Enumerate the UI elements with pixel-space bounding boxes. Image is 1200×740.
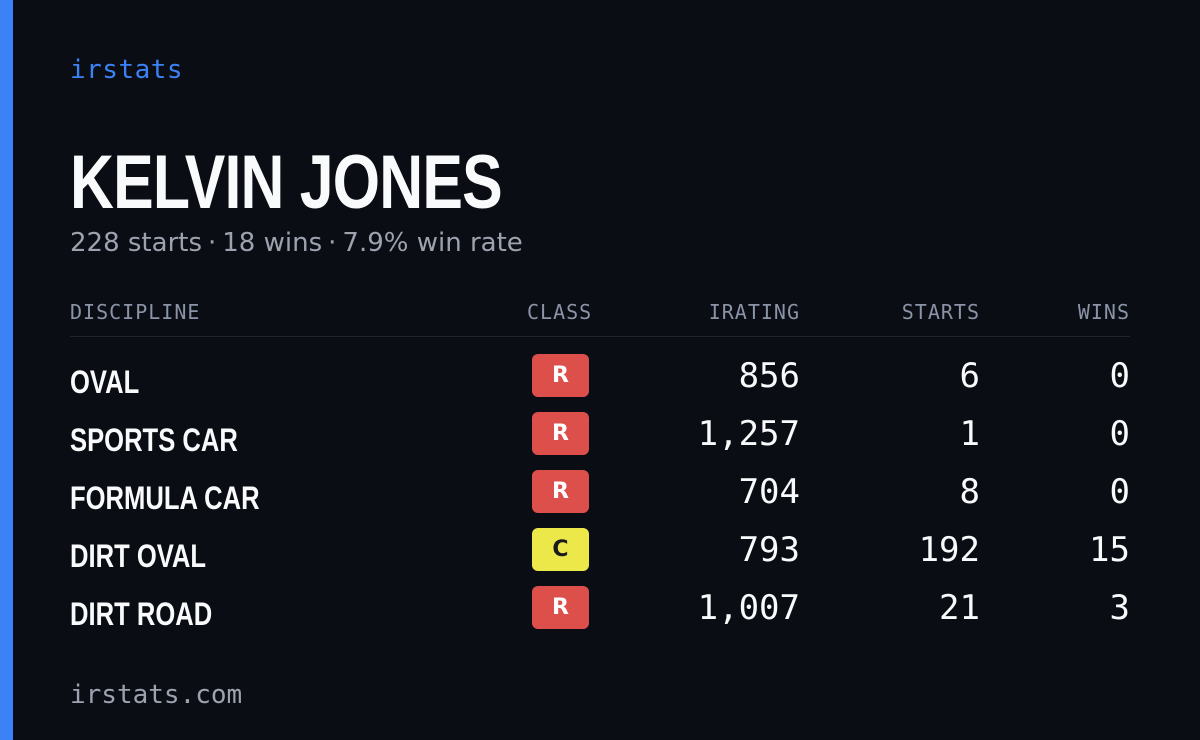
driver-name: KELVIN JONES bbox=[70, 140, 503, 225]
license-class-badge: R bbox=[532, 412, 589, 455]
table-row: OVAL R 856 6 0 bbox=[70, 350, 1130, 408]
wins-value: 0 bbox=[1109, 472, 1130, 512]
irating-value: 793 bbox=[738, 530, 800, 570]
license-class-badge: C bbox=[532, 528, 589, 571]
summary-wins: 18 wins bbox=[222, 228, 323, 258]
footer-url: irstats.com bbox=[70, 680, 243, 710]
discipline-table: OVAL R 856 6 0 SPORTS CAR R 1,257 1 0 FO… bbox=[70, 350, 1130, 640]
starts-value: 8 bbox=[959, 472, 980, 512]
summary-starts: 228 starts bbox=[70, 228, 202, 258]
header-starts: STARTS bbox=[901, 300, 980, 324]
starts-value: 21 bbox=[939, 588, 980, 628]
table-header: DISCIPLINE CLASS IRATING STARTS WINS bbox=[70, 300, 1130, 337]
header-discipline: DISCIPLINE bbox=[70, 300, 201, 324]
starts-value: 1 bbox=[959, 414, 980, 454]
header-class: CLASS bbox=[527, 300, 593, 324]
wins-value: 0 bbox=[1109, 356, 1130, 396]
accent-bar bbox=[0, 0, 13, 740]
starts-value: 192 bbox=[918, 530, 980, 570]
summary-win-rate: 7.9% win rate bbox=[342, 228, 523, 258]
starts-value: 6 bbox=[959, 356, 980, 396]
irating-value: 1,007 bbox=[697, 588, 800, 628]
table-row: DIRT OVAL C 793 192 15 bbox=[70, 524, 1130, 582]
license-class-badge: R bbox=[532, 470, 589, 513]
license-class-badge: R bbox=[532, 586, 589, 629]
discipline-name: DIRT ROAD bbox=[70, 596, 213, 632]
license-class-badge: R bbox=[532, 354, 589, 397]
discipline-name: FORMULA CAR bbox=[70, 480, 260, 516]
table-row: SPORTS CAR R 1,257 1 0 bbox=[70, 408, 1130, 466]
discipline-name: SPORTS CAR bbox=[70, 422, 238, 458]
header-wins: WINS bbox=[1077, 300, 1130, 324]
discipline-name: OVAL bbox=[70, 364, 140, 400]
wins-value: 0 bbox=[1109, 414, 1130, 454]
summary-separator: · bbox=[328, 228, 337, 258]
irating-value: 1,257 bbox=[697, 414, 800, 454]
summary-separator: · bbox=[208, 228, 217, 258]
table-row: FORMULA CAR R 704 8 0 bbox=[70, 466, 1130, 524]
header-irating: IRATING bbox=[708, 300, 800, 324]
table-row: DIRT ROAD R 1,007 21 3 bbox=[70, 582, 1130, 640]
irating-value: 856 bbox=[738, 356, 800, 396]
wins-value: 3 bbox=[1109, 588, 1130, 628]
driver-summary: 228 starts · 18 wins · 7.9% win rate bbox=[70, 228, 523, 258]
discipline-name: DIRT OVAL bbox=[70, 538, 207, 574]
irating-value: 704 bbox=[738, 472, 800, 512]
wins-value: 15 bbox=[1089, 530, 1130, 570]
brand-logo: irstats bbox=[70, 55, 184, 85]
